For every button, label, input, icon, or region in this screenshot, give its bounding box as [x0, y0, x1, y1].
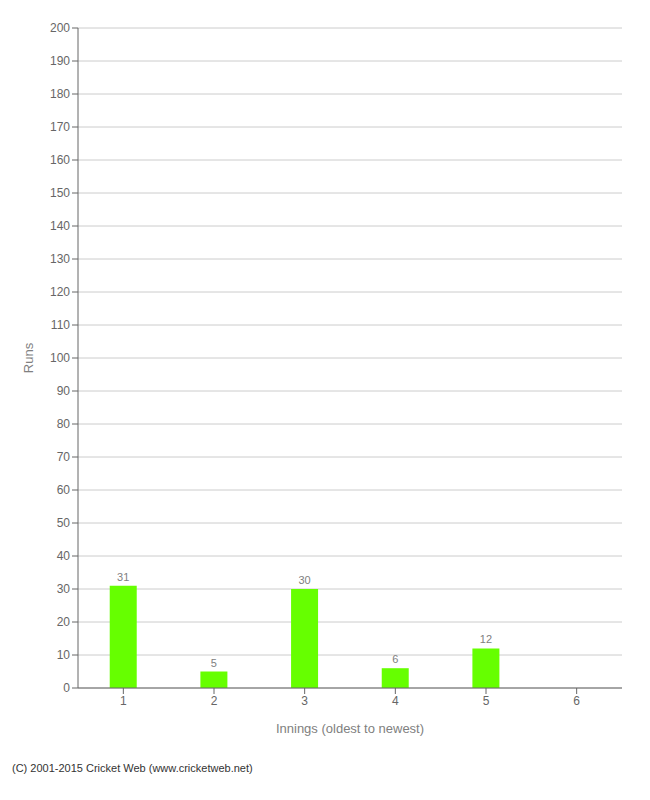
svg-text:Innings (oldest to newest): Innings (oldest to newest) — [276, 721, 424, 736]
svg-text:110: 110 — [51, 318, 70, 332]
svg-text:150: 150 — [50, 186, 70, 200]
svg-text:3: 3 — [301, 694, 308, 708]
svg-text:12: 12 — [480, 633, 492, 645]
svg-text:100: 100 — [50, 351, 70, 365]
svg-text:31: 31 — [117, 571, 129, 583]
html-text:(C) 2001-2015 Cricket Web (www: (C) 2001-2015 Cricket Web (www.cricketwe… — [12, 762, 253, 774]
svg-text:10: 10 — [57, 648, 71, 662]
svg-text:4: 4 — [392, 694, 399, 708]
svg-text:170: 170 — [50, 120, 70, 134]
svg-text:50: 50 — [57, 516, 71, 530]
svg-text:6: 6 — [392, 653, 398, 665]
svg-text:90: 90 — [57, 384, 71, 398]
svg-text:2: 2 — [211, 694, 218, 708]
svg-text:Runs: Runs — [21, 342, 36, 373]
svg-text:130: 130 — [50, 252, 70, 266]
svg-text:70: 70 — [57, 450, 71, 464]
svg-text:180: 180 — [50, 87, 70, 101]
svg-text:60: 60 — [57, 483, 71, 497]
svg-text:80: 80 — [57, 417, 71, 431]
svg-text:20: 20 — [57, 615, 71, 629]
svg-text:30: 30 — [298, 574, 310, 586]
svg-text:120: 120 — [50, 285, 70, 299]
svg-text:1: 1 — [120, 694, 127, 708]
svg-text:40: 40 — [57, 549, 71, 563]
svg-text:5: 5 — [483, 694, 490, 708]
svg-text:160: 160 — [50, 153, 70, 167]
svg-text:5: 5 — [211, 657, 217, 669]
svg-text:200: 200 — [50, 21, 70, 35]
svg-text:140: 140 — [50, 219, 70, 233]
svg-text:6: 6 — [573, 694, 580, 708]
svg-text:190: 190 — [50, 54, 70, 68]
svg-text:30: 30 — [57, 582, 71, 596]
svg-text:0: 0 — [63, 681, 70, 695]
